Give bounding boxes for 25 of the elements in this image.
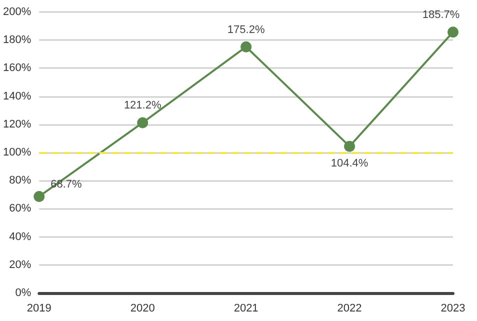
x-tick-label: 2023 xyxy=(440,302,466,314)
x-tick-label: 2021 xyxy=(234,302,258,314)
x-tick-label: 2020 xyxy=(130,302,155,314)
y-tick-label: 0% xyxy=(15,287,32,299)
y-tick-label: 140% xyxy=(2,90,32,102)
y-tick-label: 100% xyxy=(2,146,32,158)
data-label: 121.2% xyxy=(124,100,162,112)
point xyxy=(34,190,45,202)
y-tick-label: 200% xyxy=(2,6,32,18)
y-tick-label: 180% xyxy=(2,34,32,46)
point xyxy=(240,41,252,52)
x-tick-label: 2022 xyxy=(337,302,362,314)
data-label: 175.2% xyxy=(227,24,265,36)
data-label: 104.4% xyxy=(330,157,368,170)
y-tick-label: 60% xyxy=(9,202,32,215)
point xyxy=(448,26,458,38)
y-tick-label: 40% xyxy=(9,230,32,243)
data-label: 185.7% xyxy=(422,9,460,22)
y-tick-label: 20% xyxy=(9,258,32,271)
y-tick-label: 160% xyxy=(2,62,32,74)
point xyxy=(344,140,356,152)
x-tick-label: 2019 xyxy=(26,302,52,314)
point xyxy=(137,117,148,128)
y-tick-label: 80% xyxy=(9,174,32,187)
y-tick-label: 120% xyxy=(2,118,32,130)
